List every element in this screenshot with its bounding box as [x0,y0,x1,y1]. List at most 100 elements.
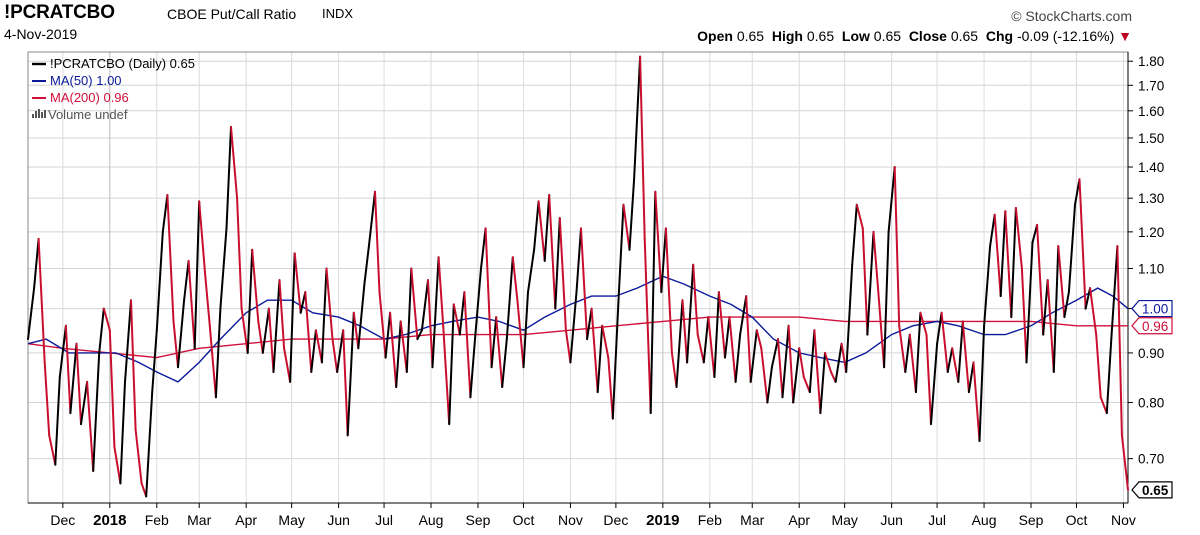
price-segment [299,291,307,314]
price-segment [548,194,557,310]
price-segment [336,329,345,373]
price-segment [904,333,911,373]
legend-label: Volume undef [48,107,128,122]
open-label: Open [697,28,733,44]
price-segment [204,275,211,327]
price-segment [717,291,726,359]
price-segment [395,320,402,388]
price-segment [342,329,349,437]
y-tick-label: 1.10 [1138,261,1164,276]
price-segment [267,307,275,373]
price-segment [69,342,78,415]
price-segment [681,299,689,364]
price-segment [124,299,132,383]
price-segment [410,267,419,341]
price-segment [989,213,996,248]
price-segment [48,434,57,466]
chart-date: 4-Nov-2019 [4,26,78,42]
price-segment [787,324,795,404]
price-segment [696,333,705,364]
y-tick-label: 1.20 [1138,225,1164,240]
x-tick-label: Apr [235,512,257,528]
brand-watermark: © StockCharts.com [1011,8,1132,24]
price-segment [866,230,875,336]
price-segment [98,307,105,354]
price-segment [893,166,901,327]
price-segment [172,320,179,369]
volume-bar-glyph [41,112,43,118]
plot-frame [27,51,1129,504]
price-segment [702,316,710,364]
price-series [27,55,1129,498]
price-segment [781,324,790,399]
last-value-tag-label: 1.00 [1142,302,1168,317]
price-segment [961,320,970,394]
open-value: 0.65 [736,28,765,44]
price-segment [1052,245,1060,373]
price-segment [649,190,657,415]
price-segment [75,342,82,426]
price-segment [643,237,652,415]
price-segment [802,376,811,394]
price-segment [840,342,848,373]
x-tick-label: Aug [419,512,444,528]
price-segment [660,227,667,294]
price-segment [724,316,731,359]
price-segment [64,324,72,415]
price-segment [813,329,822,415]
price-segment [219,227,228,310]
price-segment [505,256,514,341]
price-segment [119,380,126,485]
close-value: 0.65 [950,28,979,44]
price-segment [1046,279,1055,373]
price-segment [845,263,854,373]
x-tick-label: Oct [1066,512,1088,528]
price-segment [590,307,599,394]
x-tick-label: Dec [50,512,75,528]
price-segment [543,194,551,262]
price-segment [607,356,614,420]
ma50-line [27,275,1129,383]
price-segment [374,190,381,294]
price-segment [957,320,964,383]
price-segment [54,376,61,466]
price-segment [198,200,207,278]
price-segment [1084,287,1092,310]
price-segment [1025,241,1034,364]
price-segment [670,351,678,388]
price-segment [183,259,190,302]
x-tick-label: Nov [558,512,583,528]
price-segment [58,324,67,378]
price-segment [914,311,922,394]
y-tick-label: 1.60 [1138,104,1164,119]
y-tick-label: 1.70 [1138,78,1164,93]
price-segment [558,217,567,332]
price-segment [1116,245,1123,437]
price-segment [628,178,636,251]
price-segment [331,338,339,373]
price-segment [1120,434,1129,491]
price-segment [908,333,917,394]
price-segment [134,428,143,485]
price-segment [399,320,408,373]
last-value-tags: 1.00 0.96 0.65 [1131,299,1173,499]
x-tick-label: Dec [603,512,628,528]
price-segment [930,342,939,426]
high-label: High [771,28,803,44]
price-segment [320,267,328,364]
price-segment [431,256,440,369]
x-tick-label: Mar [187,512,211,528]
price-segment [596,324,604,394]
x-tick-label: Feb [145,512,169,528]
volume-bar-glyph [32,114,34,118]
price-segment [1105,338,1113,415]
price-segment [633,55,642,181]
price-segment [225,125,232,230]
y-tick-label: 0.90 [1138,346,1164,361]
x-tick-label: 2019 [646,512,679,529]
price-segment [777,338,784,399]
price-segment [145,391,154,498]
price-segment [887,166,896,233]
price-segment [151,329,158,394]
legend-label: !PCRATCBO (Daily) 0.65 [50,56,195,71]
